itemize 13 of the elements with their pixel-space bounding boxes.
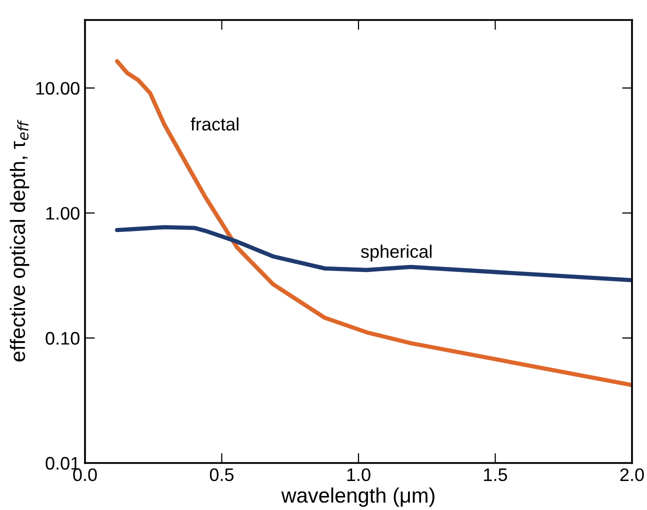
series-label: fractal: [190, 117, 238, 131]
y-tick-label: 0.10: [46, 332, 80, 345]
x-axis-title: wavelength (μm): [281, 487, 434, 507]
x-tick-label: 0.0: [73, 468, 97, 482]
x-tick-label: 0.5: [210, 468, 234, 482]
y-tick-label: 0.01: [46, 456, 80, 470]
x-tick-label: 1.5: [484, 468, 508, 482]
y-tick-label: 10.00: [36, 82, 80, 95]
y-tick-label: 1.00: [46, 206, 80, 220]
x-tick-label: 1.0: [347, 468, 370, 482]
x-tick-label: 2.0: [620, 468, 644, 482]
y-axis-title: effective optical depth, τ$_{eff}$: [10, 120, 30, 362]
series-label: spherical: [360, 244, 432, 262]
